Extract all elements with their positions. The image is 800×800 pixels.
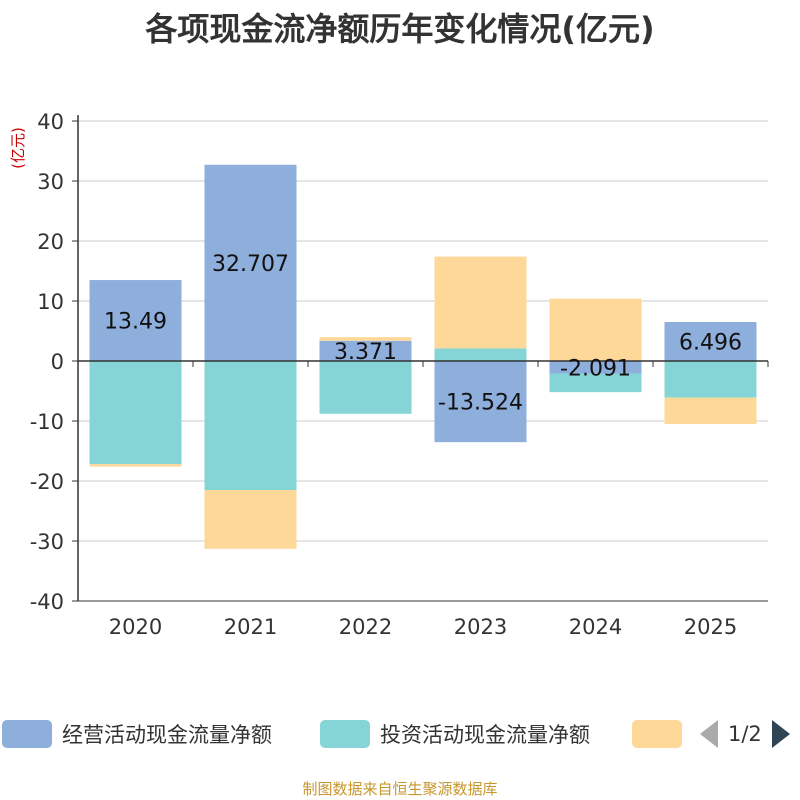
y-tick-label: -30 bbox=[30, 530, 64, 554]
pager-next-icon[interactable] bbox=[771, 720, 790, 748]
legend-item-investing[interactable]: 投资活动现金流量净额 bbox=[320, 716, 590, 752]
legend-swatch-third bbox=[632, 720, 682, 748]
x-tick-label-2022: 2022 bbox=[339, 615, 392, 639]
bar-2023-s0[interactable] bbox=[434, 361, 527, 443]
bar-2021-s1[interactable] bbox=[204, 361, 297, 490]
legend-label-investing: 投资活动现金流量净额 bbox=[380, 723, 590, 747]
bar-2021-s2[interactable] bbox=[204, 490, 297, 549]
x-tick-label-2024: 2024 bbox=[569, 615, 622, 639]
y-tick-label: -40 bbox=[30, 590, 64, 614]
y-tick-label: 30 bbox=[37, 170, 64, 194]
bar-2021-s0[interactable] bbox=[204, 164, 297, 361]
x-tick-label-2025: 2025 bbox=[684, 615, 737, 639]
y-axis-unit-label: (亿元) bbox=[9, 127, 27, 169]
source-note: 制图数据来自恒生聚源数据库 bbox=[302, 780, 498, 798]
data-label-2021: 32.707 bbox=[212, 252, 289, 277]
y-tick-label: 10 bbox=[37, 290, 64, 314]
axes: 40 30 20 10 0 -10 -20 -30 -40 2020 2021 2022 2023 202… bbox=[30, 110, 769, 639]
y-tick-label: 20 bbox=[37, 230, 64, 254]
legend-swatch-operating bbox=[2, 720, 52, 748]
pager-text: 1/2 bbox=[728, 722, 762, 746]
bar-2022-s1[interactable] bbox=[319, 361, 412, 414]
chart-plot: 40 30 20 10 0 -10 -20 -30 -40 2020 2021 2022 2023 202… bbox=[9, 110, 769, 639]
legend-swatch-investing bbox=[320, 720, 370, 748]
x-tick-label-2021: 2021 bbox=[224, 615, 277, 639]
legend: 经营活动现金流量净额 投资活动现金流量净额 1/2 bbox=[0, 716, 800, 752]
chart-title: 各项现金流净额历年变化情况(亿元) bbox=[145, 10, 655, 48]
x-tick-label-2020: 2020 bbox=[109, 615, 162, 639]
x-tick-label-2023: 2023 bbox=[454, 615, 507, 639]
bar-2025-s0[interactable] bbox=[664, 322, 757, 361]
bar-2020-s2[interactable] bbox=[89, 464, 182, 467]
data-labels: 13.49 32.707 3.371 -13.524 -2.091 6.496 bbox=[104, 252, 742, 416]
bar-2024-s1[interactable] bbox=[549, 373, 642, 393]
legend-item-operating[interactable]: 经营活动现金流量净额 bbox=[2, 716, 272, 752]
bar-2025-s1[interactable] bbox=[664, 361, 757, 398]
bar-2022-s0[interactable] bbox=[319, 340, 412, 361]
pager-prev-icon[interactable] bbox=[700, 720, 718, 748]
y-tick-label: -10 bbox=[30, 410, 64, 434]
legend-label-operating: 经营活动现金流量净额 bbox=[62, 723, 272, 747]
bar-2023-s1[interactable] bbox=[434, 348, 527, 361]
bar-2022-s2[interactable] bbox=[319, 337, 412, 341]
data-label-2024: -2.091 bbox=[560, 356, 631, 381]
y-tick-label: 0 bbox=[51, 350, 64, 374]
bars bbox=[89, 164, 757, 549]
bar-2024-s2[interactable] bbox=[549, 298, 642, 361]
bar-2025-s2[interactable] bbox=[664, 397, 757, 424]
data-label-2022: 3.371 bbox=[334, 340, 397, 365]
y-tick-label: 40 bbox=[37, 110, 64, 134]
data-label-2025: 6.496 bbox=[679, 331, 742, 356]
data-label-2020: 13.49 bbox=[104, 310, 167, 335]
bar-2020-s1[interactable] bbox=[89, 361, 182, 465]
bar-2024-s0[interactable] bbox=[549, 361, 642, 374]
legend-pager: 1/2 bbox=[700, 716, 790, 752]
data-label-2023: -13.524 bbox=[438, 391, 523, 416]
bar-2023-s2[interactable] bbox=[434, 256, 527, 349]
bar-2020-s0[interactable] bbox=[89, 280, 182, 361]
legend-item-third[interactable] bbox=[632, 716, 682, 752]
y-tick-label: -20 bbox=[30, 470, 64, 494]
